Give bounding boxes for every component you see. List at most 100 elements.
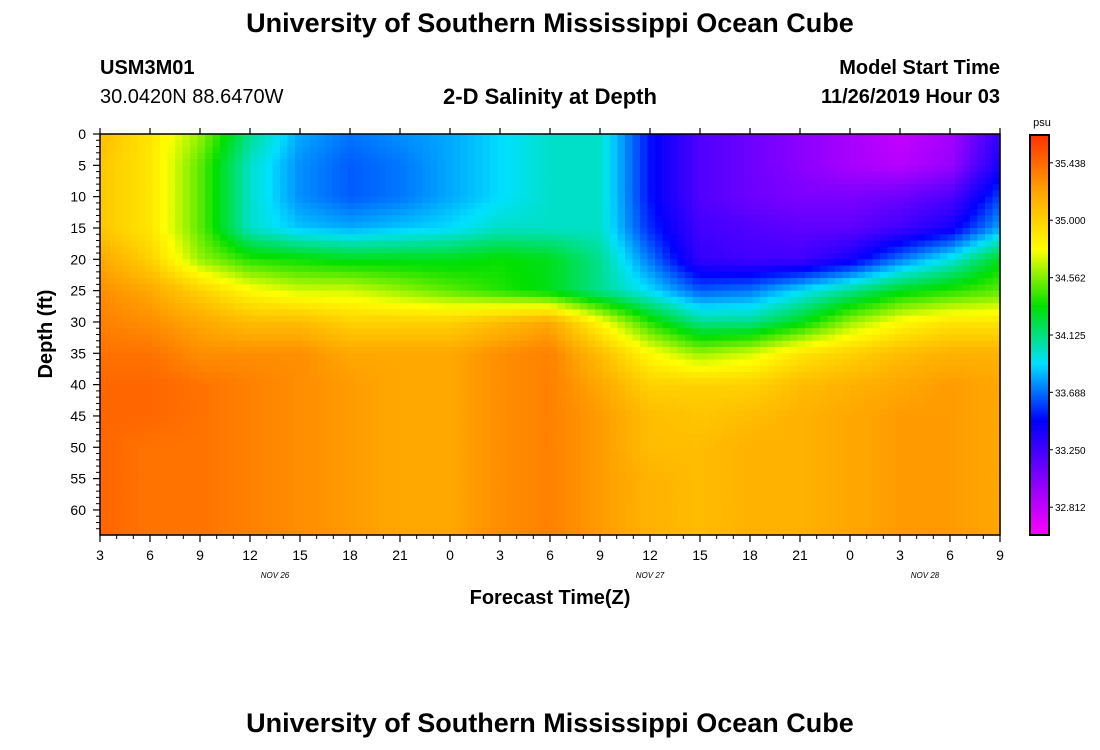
heat-cell <box>310 209 319 217</box>
heat-cell <box>557 378 566 386</box>
heat-cell <box>332 171 341 179</box>
heat-cell <box>130 334 139 342</box>
heat-cell <box>302 202 311 210</box>
heat-cell <box>782 209 791 217</box>
heat-cell <box>910 159 919 166</box>
heat-cell <box>655 328 664 336</box>
heat-cell <box>940 159 949 166</box>
heat-cell <box>857 347 866 354</box>
heat-cell <box>250 152 259 160</box>
heat-cell <box>632 215 641 223</box>
heat-cell <box>355 259 364 267</box>
heat-cell <box>662 234 671 242</box>
heat-cell <box>287 321 296 329</box>
heat-cell <box>977 196 986 204</box>
heat-cell <box>610 271 619 279</box>
heat-cell <box>392 309 401 317</box>
heat-cell <box>992 253 1001 260</box>
heat-cell <box>287 196 296 204</box>
heat-cell <box>430 340 439 348</box>
heat-cell <box>992 347 1001 354</box>
heat-cell <box>812 177 821 185</box>
heat-cell <box>730 321 739 329</box>
heat-cell <box>722 328 731 336</box>
heat-cell <box>872 365 881 373</box>
heat-cell <box>692 159 701 166</box>
heat-cell <box>625 177 634 185</box>
heat-cell <box>475 152 484 160</box>
heat-cell <box>235 140 244 148</box>
heat-cell <box>250 340 259 348</box>
heat-cell <box>565 184 574 191</box>
heat-cell <box>430 253 439 260</box>
heat-cell <box>460 340 469 348</box>
heat-cell <box>422 309 431 317</box>
heat-cell <box>340 140 349 148</box>
heat-cell <box>182 227 191 235</box>
heat-cell <box>872 378 881 386</box>
heat-cell <box>925 246 934 254</box>
heat-cell <box>422 296 431 304</box>
heat-cell <box>970 134 979 141</box>
heat-cell <box>535 215 544 223</box>
heat-cell <box>940 290 949 298</box>
heat-cell <box>437 315 446 323</box>
heat-cell <box>100 140 109 148</box>
heat-cell <box>632 372 641 379</box>
heat-cell <box>767 177 776 185</box>
heat-cell <box>542 165 551 173</box>
heat-cell <box>197 171 206 179</box>
heat-cell <box>295 140 304 148</box>
heat-cell <box>730 140 739 148</box>
heat-cell <box>250 146 259 154</box>
heat-cell <box>572 340 581 348</box>
heat-cell <box>947 296 956 304</box>
heat-cell <box>332 321 341 329</box>
heat-cell <box>340 340 349 348</box>
heat-cell <box>752 140 761 148</box>
heat-cell <box>392 246 401 254</box>
heat-cell <box>407 309 416 317</box>
heat-cell <box>707 240 716 248</box>
heat-cell <box>325 340 334 348</box>
heat-cell <box>647 246 656 254</box>
heat-cell <box>445 159 454 166</box>
heat-cell <box>287 177 296 185</box>
heat-cell <box>377 221 386 229</box>
heat-cell <box>580 246 589 254</box>
heat-cell <box>467 234 476 242</box>
heat-cell <box>805 340 814 348</box>
heat-cell <box>677 303 686 311</box>
heat-cell <box>602 384 611 392</box>
heat-cell <box>197 365 206 373</box>
heat-cell <box>302 303 311 311</box>
heat-cell <box>992 171 1001 179</box>
heat-cell <box>205 196 214 204</box>
heat-cell <box>160 227 169 235</box>
heat-cell <box>257 196 266 204</box>
heat-cell <box>355 152 364 160</box>
heat-cell <box>475 240 484 248</box>
heat-cell <box>437 234 446 242</box>
heat-cell <box>445 234 454 242</box>
heat-cell <box>917 365 926 373</box>
heat-cell <box>160 146 169 154</box>
heat-cell <box>265 159 274 166</box>
heat-cell <box>190 190 199 198</box>
heat-cell <box>362 278 371 285</box>
heat-cell <box>842 165 851 173</box>
heat-cell <box>265 309 274 317</box>
heat-cell <box>107 340 116 348</box>
heat-cell <box>550 334 559 342</box>
heat-cell <box>370 246 379 254</box>
heat-cell <box>715 159 724 166</box>
heat-cell <box>527 390 536 398</box>
heat-cell <box>655 134 664 141</box>
heat-cell <box>227 152 236 160</box>
heat-cell <box>287 390 296 398</box>
heat-cell <box>782 184 791 191</box>
heat-cell <box>947 146 956 154</box>
heat-cell <box>640 309 649 317</box>
heat-cell <box>212 372 221 379</box>
heat-cell <box>265 378 274 386</box>
